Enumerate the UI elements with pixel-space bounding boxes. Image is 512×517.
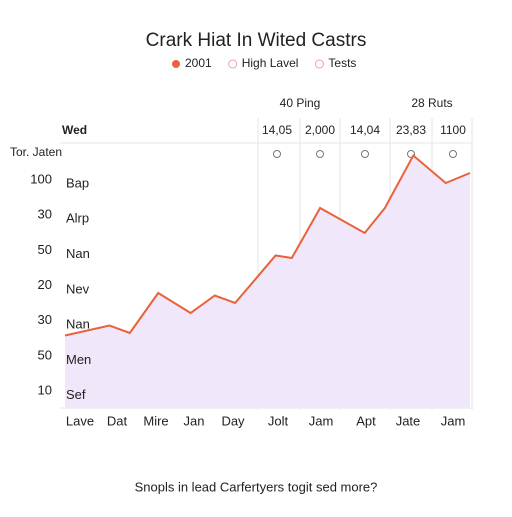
legend-marker: [228, 59, 238, 69]
row-cell: 1100: [440, 123, 466, 137]
left-word: Alrp: [66, 211, 89, 226]
row-cell: 23,83: [396, 123, 426, 137]
row-cell: 14,04: [350, 123, 380, 137]
x-label: Mire: [143, 413, 168, 428]
left-number: 50: [38, 242, 52, 257]
left-number: 50: [38, 347, 52, 362]
left-word: Men: [66, 352, 91, 367]
row-label: Wed: [62, 123, 87, 137]
column-header: 28 Ruts: [411, 96, 452, 110]
line: [64, 153, 471, 337]
column-header: 40 Ping: [280, 96, 321, 110]
left-word: Nan: [66, 317, 90, 332]
x-label: Jate: [396, 413, 421, 428]
x-label: Day: [221, 413, 245, 428]
left-word: Nan: [66, 246, 90, 261]
legend-label: 2001: [185, 56, 212, 70]
left-word: Bap: [66, 175, 89, 190]
left-number: 10: [38, 383, 52, 398]
legend-label: High Lavel: [242, 56, 299, 70]
row-cell: 14,05: [262, 123, 292, 137]
legend-label: Tests: [328, 56, 356, 70]
chart-title: Crark Hiat In Wited Castrs: [146, 30, 367, 51]
left-number: 30: [38, 312, 52, 327]
footer: Snopls in lead Carfertyers togit sed mor…: [135, 479, 378, 494]
x-label: Apt: [356, 413, 376, 428]
x-label: Lave: [66, 413, 94, 428]
legend-marker: [314, 59, 324, 69]
left-word: Sef: [66, 387, 86, 402]
left-number: 100: [30, 171, 52, 186]
left-number: 30: [38, 207, 52, 222]
corner-label: Tor. Jaten: [10, 145, 62, 159]
left-word: Nev: [66, 281, 90, 296]
x-label: Jolt: [268, 413, 289, 428]
x-label: Jam: [441, 413, 466, 428]
legend-marker: [172, 60, 180, 68]
cell-icons: [273, 150, 457, 158]
x-label: Jam: [309, 413, 334, 428]
area: [65, 155, 470, 408]
x-label: Dat: [107, 413, 128, 428]
row-cell: 2,000: [305, 123, 335, 137]
left-number: 20: [38, 277, 52, 292]
x-label: Jan: [184, 413, 205, 428]
